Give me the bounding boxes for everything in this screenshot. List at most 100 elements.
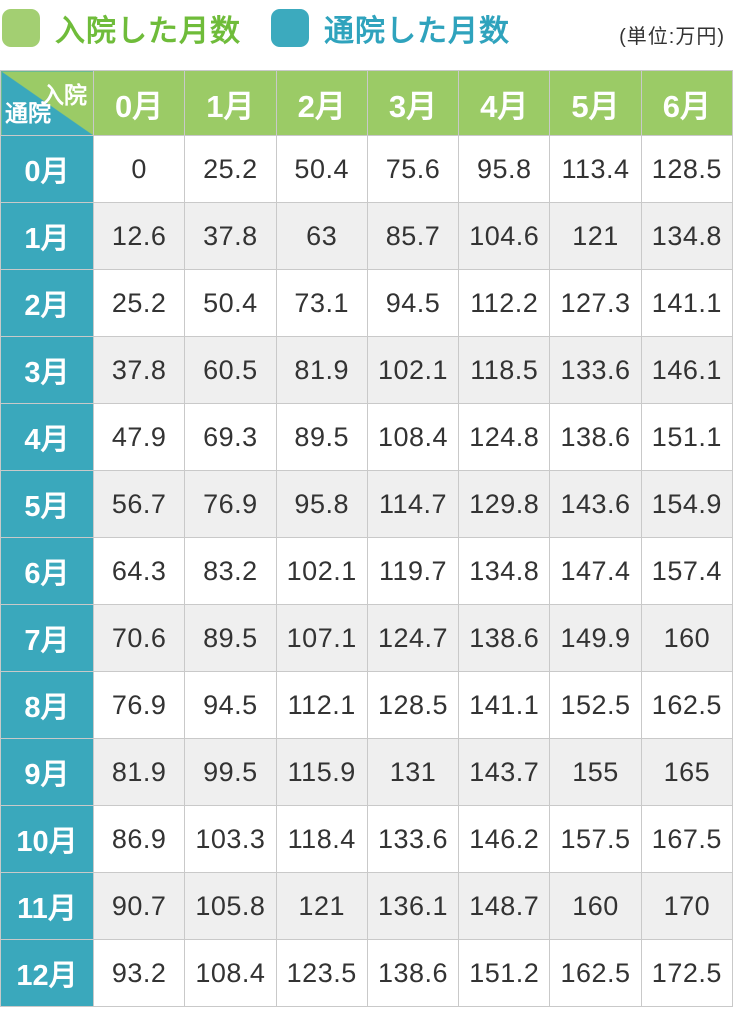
value-cell: 94.5 — [366, 269, 460, 337]
value-cell: 146.2 — [458, 805, 551, 873]
column-header-5月: 5月 — [549, 70, 642, 136]
value-cell: 81.9 — [275, 336, 368, 404]
value-cell: 89.5 — [275, 403, 368, 471]
row-header-0月: 0月 — [0, 135, 94, 203]
value-cell: 12.6 — [92, 202, 186, 270]
row-header-12月: 12月 — [0, 939, 94, 1007]
value-cell: 47.9 — [92, 403, 186, 471]
value-cell: 121 — [549, 202, 642, 270]
value-cell: 94.5 — [184, 671, 277, 739]
value-cell: 95.8 — [275, 470, 368, 538]
value-cell: 151.2 — [458, 939, 551, 1007]
value-cell: 162.5 — [640, 671, 733, 739]
value-cell: 143.7 — [458, 738, 551, 806]
value-cell: 162.5 — [549, 939, 642, 1007]
value-cell: 83.2 — [184, 537, 277, 605]
row-header-9月: 9月 — [0, 738, 94, 806]
value-cell: 64.3 — [92, 537, 186, 605]
value-cell: 112.2 — [458, 269, 551, 337]
value-cell: 123.5 — [275, 939, 368, 1007]
value-cell: 134.8 — [458, 537, 551, 605]
value-cell: 141.1 — [458, 671, 551, 739]
table-row-8月: 8月 76.9 94.5 112.1 128.5 141.1 152.5 162.5 — [0, 671, 733, 739]
value-cell: 172.5 — [640, 939, 733, 1007]
value-cell: 69.3 — [184, 403, 277, 471]
hospitalized-months-legend-label: 入院した月数 — [55, 15, 241, 48]
value-cell: 155 — [549, 738, 642, 806]
value-cell: 113.4 — [549, 135, 642, 203]
table-row-5月: 5月 56.7 76.9 95.8 114.7 129.8 143.6 154.9 — [0, 470, 733, 538]
value-cell: 56.7 — [92, 470, 186, 538]
value-cell: 112.1 — [275, 671, 368, 739]
table-row-10月: 10月 86.9 103.3 118.4 133.6 146.2 157.5 167.5 — [0, 805, 733, 873]
column-header-6月: 6月 — [640, 70, 733, 136]
value-cell: 73.1 — [275, 269, 368, 337]
corner-label-hospitalization: 入院 — [41, 82, 87, 108]
row-header-5月: 5月 — [0, 470, 94, 538]
value-cell: 131 — [366, 738, 460, 806]
table-row-2月: 2月 25.2 50.4 73.1 94.5 112.2 127.3 141.1 — [0, 269, 733, 337]
value-cell: 128.5 — [366, 671, 460, 739]
value-cell: 86.9 — [92, 805, 186, 873]
value-cell: 138.6 — [366, 939, 460, 1007]
hospitalized-months-swatch-icon — [2, 9, 40, 47]
table-header-row: 入院 通院 0月 1月 2月 3月 4月 5月 6月 — [0, 70, 733, 136]
value-cell: 138.6 — [549, 403, 642, 471]
value-cell: 37.8 — [92, 336, 186, 404]
value-cell: 152.5 — [549, 671, 642, 739]
unit-note: (単位:万円) — [619, 26, 725, 48]
table-row-7月: 7月 70.6 89.5 107.1 124.7 138.6 149.9 160 — [0, 604, 733, 672]
table-row-1月: 1月 12.6 37.8 63 85.7 104.6 121 134.8 — [0, 202, 733, 270]
value-cell: 143.6 — [549, 470, 642, 538]
value-cell: 76.9 — [92, 671, 186, 739]
value-cell: 93.2 — [92, 939, 186, 1007]
value-cell: 141.1 — [640, 269, 733, 337]
value-cell: 90.7 — [92, 872, 186, 940]
value-cell: 50.4 — [184, 269, 277, 337]
row-header-8月: 8月 — [0, 671, 94, 739]
value-cell: 102.1 — [275, 537, 368, 605]
row-header-10月: 10月 — [0, 805, 94, 873]
value-cell: 81.9 — [92, 738, 186, 806]
value-cell: 148.7 — [458, 872, 551, 940]
value-cell: 160 — [640, 604, 733, 672]
value-cell: 128.5 — [640, 135, 733, 203]
value-cell: 95.8 — [458, 135, 551, 203]
value-cell: 146.1 — [640, 336, 733, 404]
table-row-4月: 4月 47.9 69.3 89.5 108.4 124.8 138.6 151.1 — [0, 403, 733, 471]
value-cell: 108.4 — [366, 403, 460, 471]
value-cell: 154.9 — [640, 470, 733, 538]
benefit-table: 入院 通院 0月 1月 2月 3月 4月 5月 6月 0月 0 25.2 50.4 75.6 95.8… — [0, 70, 733, 1007]
value-cell: 25.2 — [92, 269, 186, 337]
table-row-0月: 0月 0 25.2 50.4 75.6 95.8 113.4 128.5 — [0, 135, 733, 203]
table-row-6月: 6月 64.3 83.2 102.1 119.7 134.8 147.4 157.4 — [0, 537, 733, 605]
value-cell: 85.7 — [366, 202, 460, 270]
value-cell: 70.6 — [92, 604, 186, 672]
legend: 入院した月数 通院した月数 (単位:万円) — [0, 0, 733, 50]
value-cell: 160 — [549, 872, 642, 940]
table-row-12月: 12月 93.2 108.4 123.5 138.6 151.2 162.5 172.5 — [0, 939, 733, 1007]
value-cell: 118.5 — [458, 336, 551, 404]
value-cell: 99.5 — [184, 738, 277, 806]
outpatient-months-legend-label: 通院した月数 — [324, 15, 510, 48]
column-header-4月: 4月 — [458, 70, 551, 136]
value-cell: 76.9 — [184, 470, 277, 538]
value-cell: 115.9 — [275, 738, 368, 806]
value-cell: 136.1 — [366, 872, 460, 940]
value-cell: 119.7 — [366, 537, 460, 605]
value-cell: 105.8 — [184, 872, 277, 940]
table-row-9月: 9月 81.9 99.5 115.9 131 143.7 155 165 — [0, 738, 733, 806]
value-cell: 89.5 — [184, 604, 277, 672]
value-cell: 108.4 — [184, 939, 277, 1007]
value-cell: 147.4 — [549, 537, 642, 605]
value-cell: 167.5 — [640, 805, 733, 873]
value-cell: 165 — [640, 738, 733, 806]
value-cell: 124.7 — [366, 604, 460, 672]
value-cell: 0 — [92, 135, 186, 203]
value-cell: 149.9 — [549, 604, 642, 672]
row-header-3月: 3月 — [0, 336, 94, 404]
row-header-4月: 4月 — [0, 403, 94, 471]
row-header-7月: 7月 — [0, 604, 94, 672]
column-header-0月: 0月 — [92, 70, 186, 136]
